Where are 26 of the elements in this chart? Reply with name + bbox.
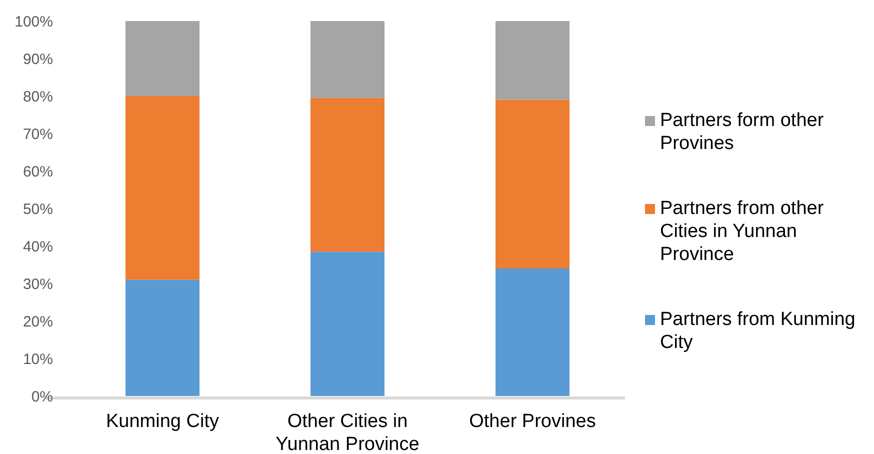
bar bbox=[496, 268, 570, 396]
bar bbox=[310, 21, 384, 98]
y-tick-label: 30% bbox=[22, 276, 53, 293]
y-tick-label: 0% bbox=[31, 388, 53, 406]
y-tick-label: 20% bbox=[22, 313, 53, 330]
bar bbox=[310, 98, 384, 252]
y-tick-label: 60% bbox=[22, 163, 53, 180]
y-tick-label: 100% bbox=[14, 13, 53, 30]
bar bbox=[496, 100, 570, 268]
legend-label: Partners from other Cities in Yunnan Province bbox=[660, 198, 824, 265]
x-tick-label: Other Cities in Yunnan Province bbox=[276, 411, 420, 454]
bar bbox=[126, 21, 200, 96]
y-tick-label: 10% bbox=[22, 350, 53, 368]
bar bbox=[310, 252, 384, 396]
bar bbox=[126, 96, 200, 280]
y-tick-label: 90% bbox=[22, 50, 53, 68]
bar bbox=[496, 21, 570, 100]
legend-label: Partners form other Provines bbox=[660, 110, 824, 154]
x-tick-label: Other Provines bbox=[469, 411, 596, 432]
y-tick-label: 80% bbox=[22, 88, 53, 106]
y-tick-label: 40% bbox=[22, 238, 53, 256]
bar bbox=[126, 280, 200, 396]
y-tick-label: 70% bbox=[22, 126, 53, 143]
x-tick-label: Kunming City bbox=[106, 411, 220, 432]
y-tick-label: 50% bbox=[22, 200, 53, 218]
legend-label: Partners from Kunming City bbox=[660, 309, 856, 353]
